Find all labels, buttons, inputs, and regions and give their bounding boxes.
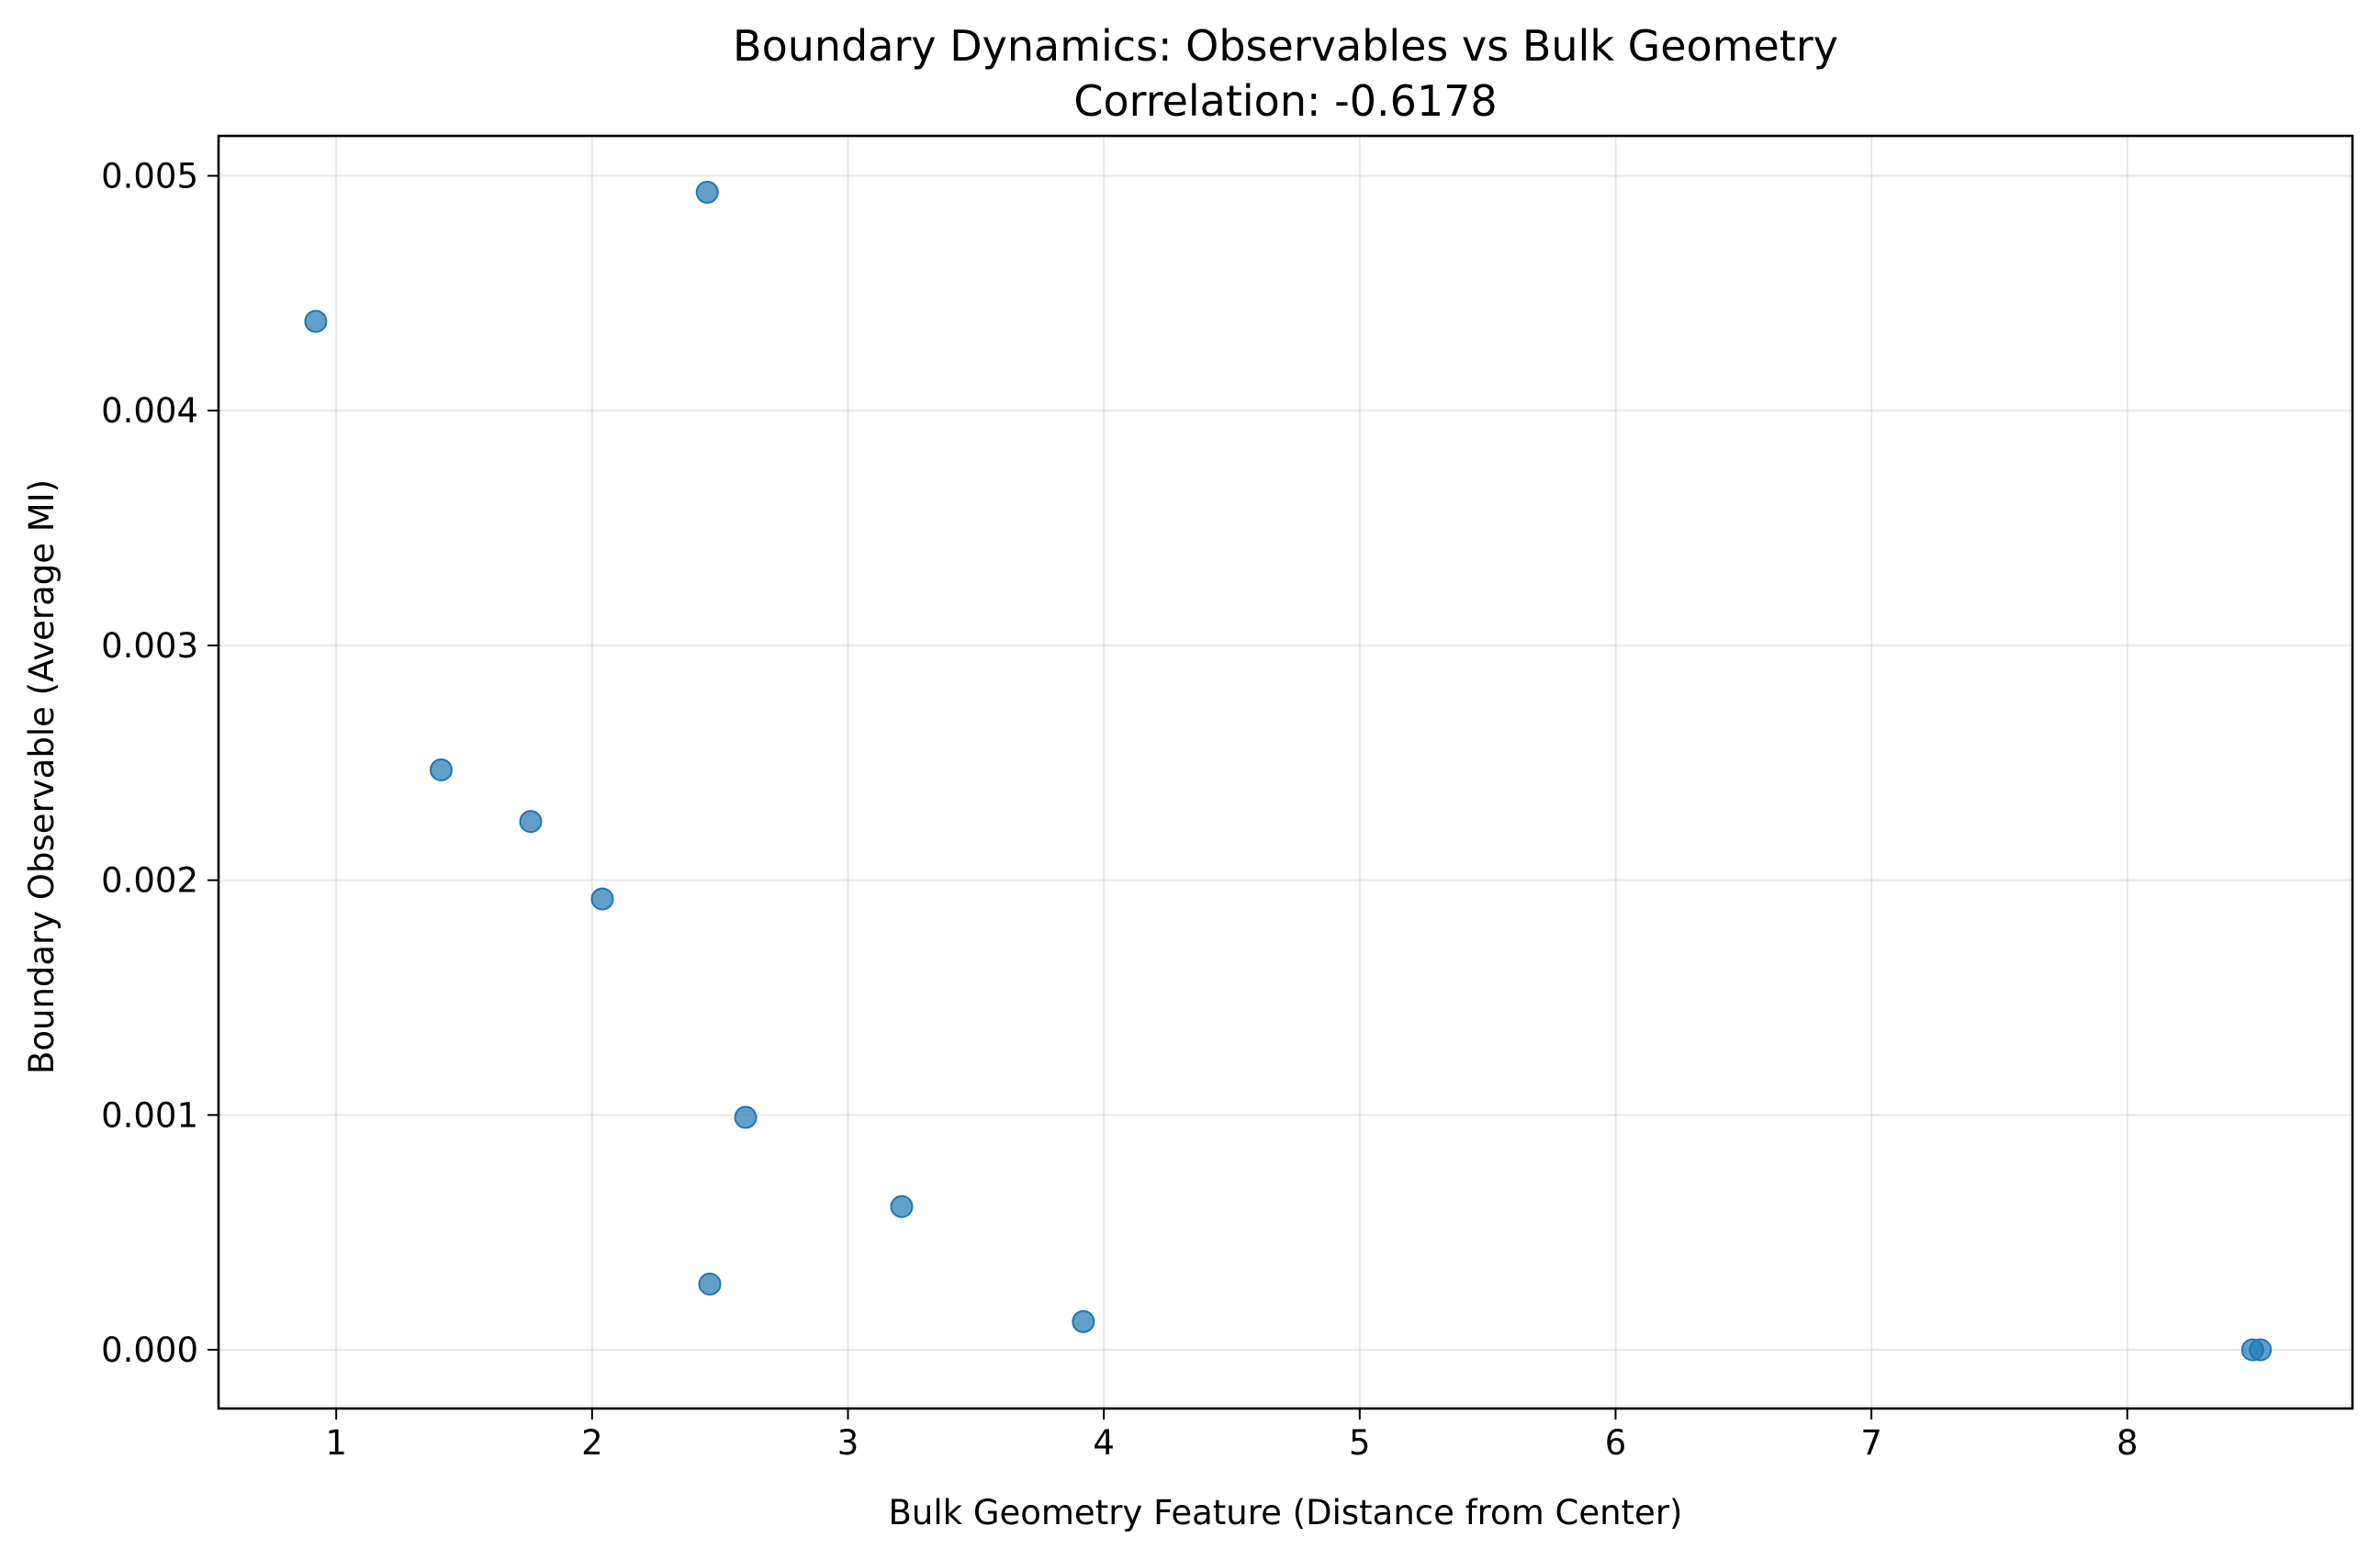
data-point bbox=[890, 1195, 914, 1218]
data-point bbox=[695, 180, 719, 204]
x-tick-label: 1 bbox=[325, 1423, 347, 1463]
x-tick-label: 6 bbox=[1605, 1423, 1627, 1463]
y-tick-label: 0.004 bbox=[101, 391, 198, 431]
x-axis-label: Bulk Geometry Feature (Distance from Cen… bbox=[889, 1493, 1683, 1532]
y-tick-label: 0.003 bbox=[101, 626, 198, 666]
y-tick-label: 0.002 bbox=[101, 861, 198, 901]
y-tick-label: 0.005 bbox=[101, 156, 198, 196]
grid bbox=[219, 136, 2352, 1408]
x-tick-label: 8 bbox=[2116, 1423, 2139, 1463]
x-tick-label: 5 bbox=[1349, 1423, 1371, 1463]
data-point bbox=[734, 1105, 758, 1129]
data-point bbox=[304, 309, 328, 333]
data-points bbox=[304, 180, 2273, 1362]
y-tick-label: 0.000 bbox=[101, 1330, 198, 1370]
axis-ticks: 1 2 3 4 5 6 7 8 0.000 0.001 0.002 0.003 0.004 0.005 bbox=[101, 156, 2138, 1463]
x-tick-label: 7 bbox=[1860, 1423, 1882, 1463]
data-point bbox=[590, 887, 614, 911]
x-tick-label: 4 bbox=[1093, 1423, 1115, 1463]
chart-subtitle: Correlation: -0.6178 bbox=[1073, 76, 1497, 126]
plot-frame bbox=[217, 134, 2354, 1410]
data-point bbox=[1072, 1309, 1095, 1333]
y-tick-label: 0.001 bbox=[101, 1095, 198, 1135]
y-axis-label: Boundary Observable (Average MI) bbox=[22, 479, 62, 1074]
data-point bbox=[519, 810, 543, 834]
x-tick-label: 2 bbox=[581, 1423, 603, 1463]
data-point bbox=[429, 758, 453, 781]
data-point bbox=[698, 1272, 722, 1296]
x-tick-label: 3 bbox=[837, 1423, 859, 1463]
chart-title: Boundary Dynamics: Observables vs Bulk G… bbox=[733, 21, 1838, 71]
data-point bbox=[2249, 1338, 2273, 1362]
